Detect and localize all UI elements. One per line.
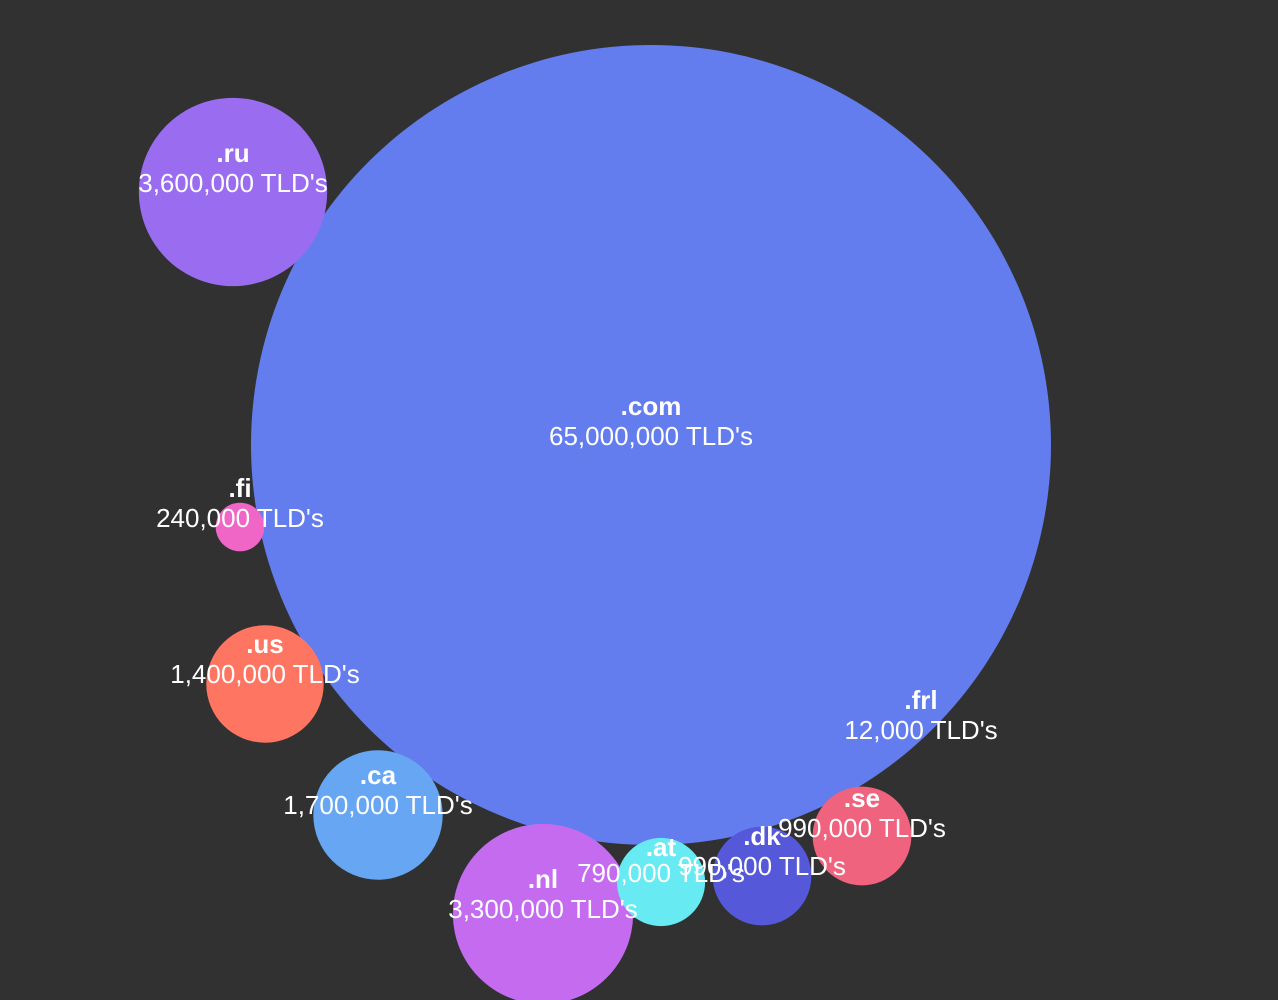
bubble-at[interactable] bbox=[616, 837, 706, 927]
bubble-label-frl: .frl bbox=[904, 685, 937, 715]
bubble-value-ru: 3,600,000 TLD's bbox=[138, 168, 328, 198]
bubble-label-nl: .nl bbox=[528, 864, 558, 894]
bubble-label-at: .at bbox=[646, 832, 677, 862]
bubble-se[interactable] bbox=[812, 786, 912, 886]
bubble-label-ca: .ca bbox=[360, 760, 397, 790]
bubble-value-nl: 3,300,000 TLD's bbox=[448, 894, 638, 924]
bubble-label-ru: .ru bbox=[216, 138, 249, 168]
bubble-value-com: 65,000,000 TLD's bbox=[549, 421, 753, 451]
bubble-com[interactable] bbox=[251, 45, 1051, 845]
bubble-nl[interactable] bbox=[452, 823, 634, 1000]
bubble-value-dk: 990,000 TLD's bbox=[678, 851, 846, 881]
bubble-dk[interactable] bbox=[712, 826, 812, 926]
bubble-label-com: .com bbox=[621, 391, 682, 421]
bubble-label-us: .us bbox=[246, 629, 284, 659]
bubble-label-se: .se bbox=[844, 783, 880, 813]
bubble-label-fi: .fi bbox=[228, 473, 251, 503]
bubble-label-dk: .dk bbox=[743, 821, 781, 851]
bubble-value-at: 790,000 TLD's bbox=[577, 858, 745, 888]
bubble-value-se: 990,000 TLD's bbox=[778, 813, 946, 843]
bubble-value-fi: 240,000 TLD's bbox=[156, 503, 324, 533]
bubble-us[interactable] bbox=[206, 625, 324, 743]
bubble-value-frl: 12,000 TLD's bbox=[844, 715, 997, 745]
bubble-fi[interactable] bbox=[215, 502, 265, 552]
bubble-ru[interactable] bbox=[138, 97, 328, 287]
bubble-ca[interactable] bbox=[313, 750, 443, 880]
bubble-value-ca: 1,700,000 TLD's bbox=[283, 790, 473, 820]
bubble-value-us: 1,400,000 TLD's bbox=[170, 659, 360, 689]
